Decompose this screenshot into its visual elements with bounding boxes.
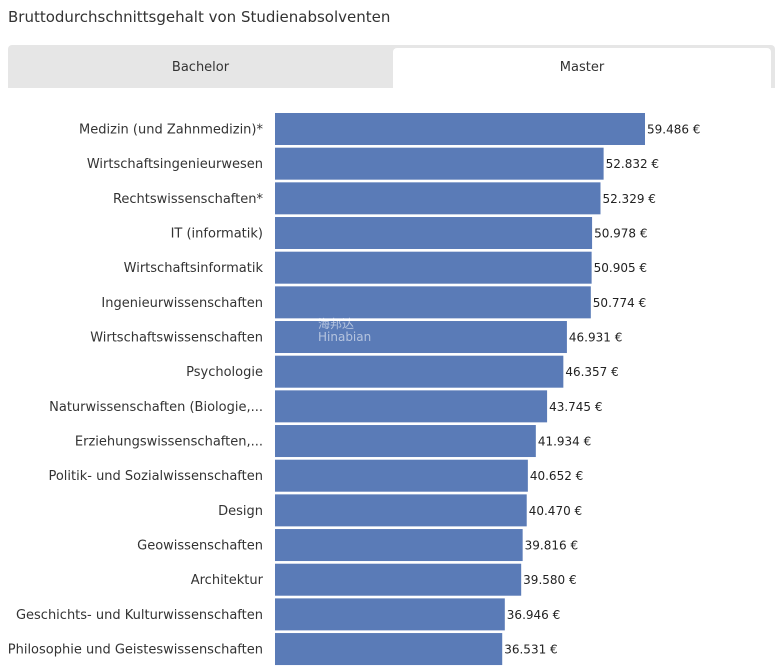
bar	[275, 251, 592, 284]
value-label: 39.816 €	[525, 539, 578, 553]
tab-master[interactable]: Master	[393, 48, 771, 88]
category-label: Politik- und Sozialwissenschaften	[48, 469, 263, 484]
value-label: 46.931 €	[569, 331, 622, 345]
bar	[275, 598, 505, 631]
bar	[275, 459, 528, 492]
value-label: 50.978 €	[594, 227, 647, 241]
bar	[275, 529, 523, 562]
bar	[275, 182, 601, 215]
category-label: IT (informatik)	[171, 227, 263, 242]
category-label: Architektur	[191, 573, 264, 588]
category-label: Naturwissenschaften (Biologie,...	[49, 400, 263, 415]
degree-tabs: Bachelor Master	[8, 45, 775, 88]
category-label: Wirtschaftsingenieurwesen	[87, 157, 263, 172]
value-label: 50.905 €	[594, 261, 647, 275]
bar	[275, 390, 548, 423]
category-label: Philosophie und Geisteswissenschaften	[8, 643, 263, 658]
value-label: 59.486 €	[647, 123, 700, 137]
category-label: Ingenieurwissenschaften	[101, 296, 263, 311]
value-label: 41.934 €	[538, 435, 591, 449]
value-label: 36.531 €	[504, 643, 557, 657]
value-label: 52.329 €	[602, 192, 655, 206]
value-label: 52.832 €	[606, 157, 659, 171]
bar	[275, 286, 591, 319]
value-label: 39.580 €	[523, 573, 576, 587]
bar	[275, 355, 564, 388]
category-label: Wirtschaftsinformatik	[124, 261, 264, 276]
page-title: Bruttodurchschnittsgehalt von Studienabs…	[8, 8, 391, 26]
bar	[275, 113, 645, 145]
category-label: Psychologie	[186, 365, 263, 380]
value-label: 43.745 €	[549, 400, 602, 414]
category-label: Geowissenschaften	[137, 539, 263, 554]
category-label: Rechtswissenschaften*	[113, 192, 264, 207]
category-label: Wirtschaftswissenschaften	[90, 331, 263, 346]
value-label: 40.652 €	[530, 469, 583, 483]
value-label: 50.774 €	[593, 296, 646, 310]
bar	[275, 217, 593, 250]
value-label: 40.470 €	[529, 504, 582, 518]
bar	[275, 321, 567, 354]
category-label: Erziehungswissenschaften,...	[75, 435, 263, 450]
bar	[275, 633, 503, 666]
category-label: Medizin (und Zahnmedizin)*	[79, 123, 263, 138]
category-label: Design	[218, 504, 263, 519]
tab-bachelor[interactable]: Bachelor	[171, 60, 230, 75]
category-label: Geschichts- und Kulturwissenschaften	[16, 608, 263, 623]
bar	[275, 563, 522, 596]
bar	[275, 425, 536, 458]
bar	[275, 494, 527, 527]
value-label: 36.946 €	[507, 608, 560, 622]
value-label: 46.357 €	[565, 365, 618, 379]
bar	[275, 147, 604, 180]
